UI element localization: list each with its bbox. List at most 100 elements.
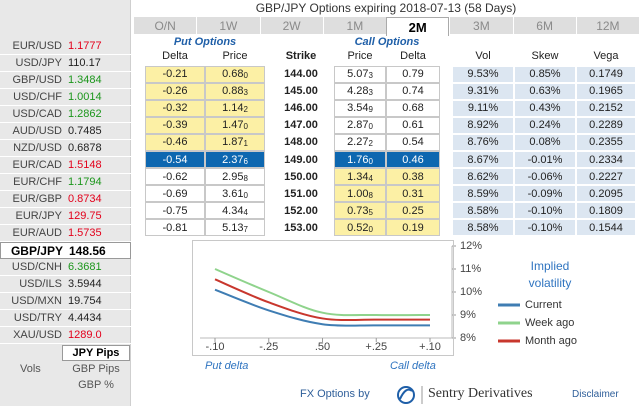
pair-price: 1.1794: [68, 176, 102, 188]
unit-option[interactable]: GBP Pips: [72, 363, 120, 375]
value-cell: -0.62: [145, 168, 205, 186]
value-cell: 0.08%: [514, 133, 576, 151]
value-cell: -0.06%: [514, 168, 576, 186]
chart-frame: [192, 240, 454, 356]
pair-price: 19.754: [68, 295, 102, 307]
price-cell: 0.68 0: [205, 65, 265, 83]
tab[interactable]: 1W: [196, 17, 259, 34]
pair-row[interactable]: EUR/CAD 1.5148: [0, 157, 131, 174]
pair-row[interactable]: NZD/USD 0.6878: [0, 140, 131, 157]
price-pip: 4: [243, 207, 248, 217]
price-main: 0.73: [347, 204, 369, 217]
pair-row[interactable]: USD/CHF 1.0014: [0, 89, 131, 106]
pair-row[interactable]: USD/JPY 110.17: [0, 55, 131, 72]
pair-row[interactable]: GBP/USD 1.3484: [0, 72, 131, 89]
x-tick-label: -.10: [205, 341, 225, 353]
pair-row[interactable]: EUR/USD 1.1777: [0, 38, 131, 55]
price-pip: 3: [368, 71, 373, 81]
value-cell: 8.62%: [452, 168, 514, 186]
x-tick-label: .50: [314, 341, 331, 353]
unit-option[interactable]: JPY Pips: [62, 345, 130, 361]
pair-price: 1289.0: [68, 329, 102, 341]
value-cell: -0.81: [145, 219, 205, 237]
pair-name: EUR/GBP: [12, 193, 62, 205]
y-tick-label: 10%: [460, 286, 483, 298]
price-cell: 2.95 8: [205, 168, 265, 186]
tab[interactable]: 2M: [386, 17, 450, 36]
value-cell: -0.09%: [514, 185, 576, 203]
tab[interactable]: 3M: [449, 17, 512, 34]
column-header: Delta: [162, 50, 188, 62]
value-cell: 8.58%: [452, 219, 514, 237]
price-pip: 0: [243, 71, 248, 81]
footer-disclaimer[interactable]: Disclaimer: [572, 389, 619, 400]
title: GBP/JPY Options expiring 2018-07-13 (58 …: [255, 1, 517, 15]
pair-name: USD/TRY: [13, 312, 62, 324]
pair-price: 1.5148: [68, 159, 102, 171]
strike-cell: 148.00: [268, 133, 334, 151]
value-cell: 0.54: [386, 133, 440, 151]
strike-cell: 144.00: [268, 65, 334, 83]
price-cell: 2.27 2: [334, 133, 386, 151]
price-pip: 3: [243, 88, 248, 98]
pair-row[interactable]: EUR/JPY 129.75: [0, 208, 131, 225]
pair-row[interactable]: GBP/JPY 148.56: [0, 242, 131, 259]
pair-row[interactable]: USD/CAD 1.2862: [0, 106, 131, 123]
price-main: 3.54: [347, 102, 369, 115]
price-main: 2.27: [347, 136, 369, 149]
unit-label: Vols: [20, 363, 41, 375]
pair-name: GBP/USD: [12, 74, 62, 86]
tab[interactable]: 12M: [575, 17, 639, 34]
legend-title: Implied volatility: [528, 259, 572, 290]
price-main: 0.68: [222, 68, 244, 81]
pair-name: AUD/USD: [12, 125, 62, 137]
price-main: 1.14: [222, 102, 244, 115]
value-cell: 0.19: [386, 219, 440, 237]
y-tick-label: 11%: [460, 263, 482, 275]
value-cell: 0.31: [386, 185, 440, 203]
price-main: 4.28: [347, 85, 369, 98]
pair-name: NZD/USD: [13, 142, 62, 154]
pair-row[interactable]: USD/ILS 3.5944: [0, 276, 131, 293]
tab[interactable]: 6M: [512, 17, 576, 34]
value-cell: 9.53%: [452, 65, 514, 83]
strike-cell: 151.00: [268, 185, 334, 203]
price-cell: 3.54 9: [334, 99, 386, 117]
pair-name: XAU/USD: [13, 329, 62, 341]
pair-row[interactable]: EUR/CHF 1.1794: [0, 174, 131, 191]
pair-name: EUR/JPY: [15, 210, 62, 222]
value-cell: 0.2227: [576, 168, 636, 186]
pair-row[interactable]: USD/CNH 6.3681: [0, 259, 131, 276]
price-pip: 9: [368, 105, 373, 115]
value-cell: 0.1544: [576, 219, 636, 237]
tab[interactable]: 2W: [259, 17, 323, 34]
value-cell: 0.85%: [514, 65, 576, 83]
pair-row[interactable]: AUD/USD 0.7485: [0, 123, 131, 140]
pair-price: 4.4434: [68, 312, 102, 324]
pair-row[interactable]: EUR/AUD 1.5735: [0, 225, 131, 242]
tab[interactable]: 1M: [322, 17, 386, 34]
value-cell: 8.76%: [452, 133, 514, 151]
value-cell: 0.2095: [576, 185, 636, 203]
unit-option[interactable]: GBP %: [78, 379, 114, 391]
value-cell: -0.54: [145, 151, 205, 169]
pair-row[interactable]: USD/MXN 19.754: [0, 293, 131, 310]
price-cell: 1.00 8: [334, 185, 386, 203]
value-cell: -0.01%: [514, 151, 576, 169]
value-cell: -0.21: [145, 65, 205, 83]
pair-row[interactable]: EUR/GBP 0.8734: [0, 191, 131, 208]
pair-price: 1.5735: [68, 227, 102, 239]
pair-row[interactable]: XAU/USD 1289.0: [0, 327, 131, 344]
value-cell: -0.39: [145, 116, 205, 134]
price-pip: 2: [368, 139, 373, 149]
price-cell: 5.07 3: [334, 65, 386, 83]
put-axis-label: Put delta: [205, 360, 249, 372]
legend-label: Current: [525, 299, 562, 311]
pair-row[interactable]: USD/TRY 4.4434: [0, 310, 131, 327]
price-main: 2.87: [347, 119, 369, 132]
tab[interactable]: O/N: [133, 17, 196, 34]
pair-name: USD/ILS: [19, 278, 62, 290]
y-tick-label: 12%: [460, 240, 483, 252]
pair-price: 148.56: [69, 244, 106, 258]
